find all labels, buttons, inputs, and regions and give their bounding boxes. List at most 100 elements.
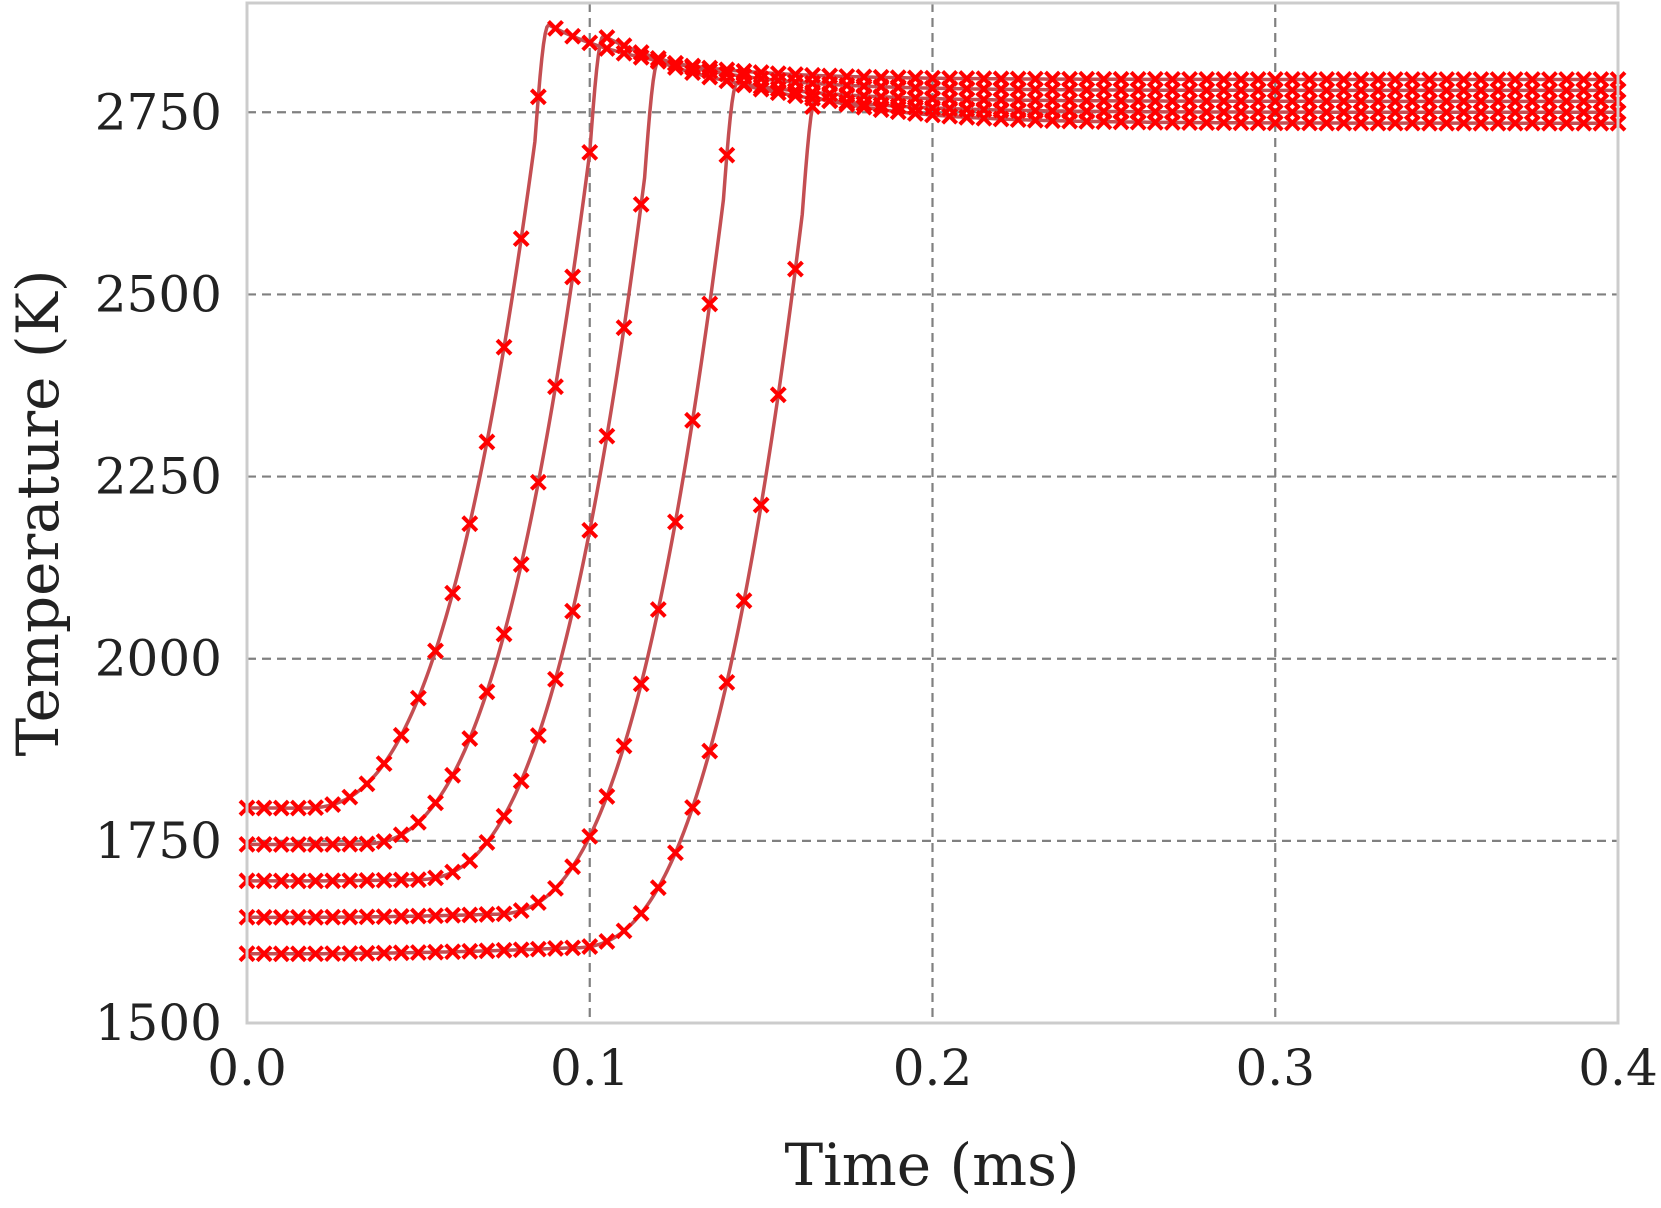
data-point-marker xyxy=(1472,71,1490,88)
data-point-marker xyxy=(1403,71,1421,88)
data-point-marker xyxy=(564,268,582,286)
data-point-marker xyxy=(392,944,410,962)
data-point-marker xyxy=(1575,71,1593,88)
data-point-marker xyxy=(701,295,719,313)
data-point-marker xyxy=(1095,70,1113,88)
data-point-marker xyxy=(1558,71,1576,88)
data-point-marker xyxy=(718,61,736,79)
data-point-marker xyxy=(667,844,684,862)
data-point-marker xyxy=(427,642,444,660)
data-point-marker xyxy=(444,766,462,784)
data-point-marker xyxy=(289,872,307,890)
data-point-marker xyxy=(581,34,599,52)
data-point-marker xyxy=(1455,71,1473,88)
data-point-marker xyxy=(478,834,496,851)
data-point-marker xyxy=(1078,70,1096,88)
y-tick-label: 2750 xyxy=(95,83,222,141)
data-point-marker xyxy=(958,70,976,87)
data-point-marker xyxy=(684,411,701,429)
y-tick-label: 2000 xyxy=(95,630,222,688)
data-point-marker xyxy=(512,230,530,248)
data-point-marker xyxy=(1249,71,1267,88)
data-point-marker xyxy=(1129,70,1147,88)
x-tick-label: 0.4 xyxy=(1578,1039,1658,1097)
data-point-marker xyxy=(684,799,701,816)
data-point-marker xyxy=(461,515,479,533)
data-point-marker xyxy=(495,941,513,959)
data-point-marker xyxy=(272,945,290,963)
data-point-marker xyxy=(392,871,410,889)
data-point-marker xyxy=(1232,71,1250,88)
data-point-marker xyxy=(804,66,821,84)
data-point-marker xyxy=(872,68,890,86)
x-tick-label: 0.3 xyxy=(1235,1039,1315,1097)
data-point-marker xyxy=(478,942,496,960)
data-point-marker xyxy=(272,908,290,926)
data-point-marker xyxy=(1421,71,1438,88)
data-point-marker xyxy=(512,902,530,920)
data-point-marker xyxy=(1112,70,1130,88)
data-point-marker xyxy=(1489,71,1507,88)
data-point-marker xyxy=(718,146,736,164)
x-tick-label: 0.0 xyxy=(207,1039,287,1097)
data-point-marker xyxy=(786,260,804,278)
data-point-marker xyxy=(375,908,393,926)
data-point-marker xyxy=(324,835,342,853)
data-point-marker xyxy=(1146,70,1164,88)
data-point-marker xyxy=(1181,70,1198,88)
data-point-marker xyxy=(529,473,547,491)
data-point-marker xyxy=(461,942,479,960)
data-point-marker xyxy=(375,871,393,889)
y-tick-label: 1750 xyxy=(95,812,222,870)
data-point-marker xyxy=(409,871,427,889)
data-point-marker xyxy=(529,88,547,106)
data-point-marker xyxy=(255,799,273,817)
data-point-marker xyxy=(752,496,770,514)
data-point-marker xyxy=(427,907,444,925)
data-point-marker xyxy=(735,62,753,80)
data-point-marker xyxy=(358,775,376,793)
data-point-marker xyxy=(632,48,650,66)
data-point-marker xyxy=(1266,71,1284,88)
data-point-marker xyxy=(341,908,359,926)
data-point-marker xyxy=(478,906,496,923)
data-point-marker xyxy=(444,943,462,961)
data-point-marker xyxy=(341,788,359,806)
data-point-marker xyxy=(564,602,582,620)
data-point-marker xyxy=(615,737,633,755)
data-point-marker xyxy=(529,894,547,911)
data-point-marker xyxy=(649,879,667,897)
data-point-marker xyxy=(615,319,633,337)
data-point-marker xyxy=(1164,70,1181,88)
data-point-marker xyxy=(1009,70,1027,88)
data-point-marker xyxy=(1335,71,1353,88)
data-point-marker xyxy=(324,796,342,814)
data-point-marker xyxy=(255,836,273,853)
data-point-marker xyxy=(392,826,410,844)
data-point-marker xyxy=(478,433,496,451)
data-point-marker xyxy=(461,906,479,924)
data-point-marker xyxy=(786,66,804,83)
data-point-marker xyxy=(547,378,564,396)
data-point-marker xyxy=(684,57,701,75)
data-point-marker xyxy=(444,584,462,602)
data-point-marker xyxy=(358,872,376,889)
data-point-marker xyxy=(427,869,444,887)
data-point-marker xyxy=(667,513,684,531)
data-point-marker xyxy=(1352,71,1370,88)
data-point-marker xyxy=(941,69,959,87)
data-point-marker xyxy=(718,673,736,691)
data-point-marker xyxy=(992,70,1010,88)
y-tick-label: 1500 xyxy=(95,994,222,1052)
data-point-marker xyxy=(255,908,273,926)
data-point-marker xyxy=(307,908,324,926)
data-point-marker xyxy=(735,68,753,85)
data-point-marker xyxy=(358,835,376,853)
data-point-marker xyxy=(307,799,324,817)
data-point-marker xyxy=(649,601,667,618)
data-point-marker xyxy=(598,933,616,950)
data-point-marker xyxy=(427,943,444,961)
data-point-marker xyxy=(512,941,530,959)
data-point-marker xyxy=(1215,71,1233,88)
data-point-marker xyxy=(272,872,290,890)
